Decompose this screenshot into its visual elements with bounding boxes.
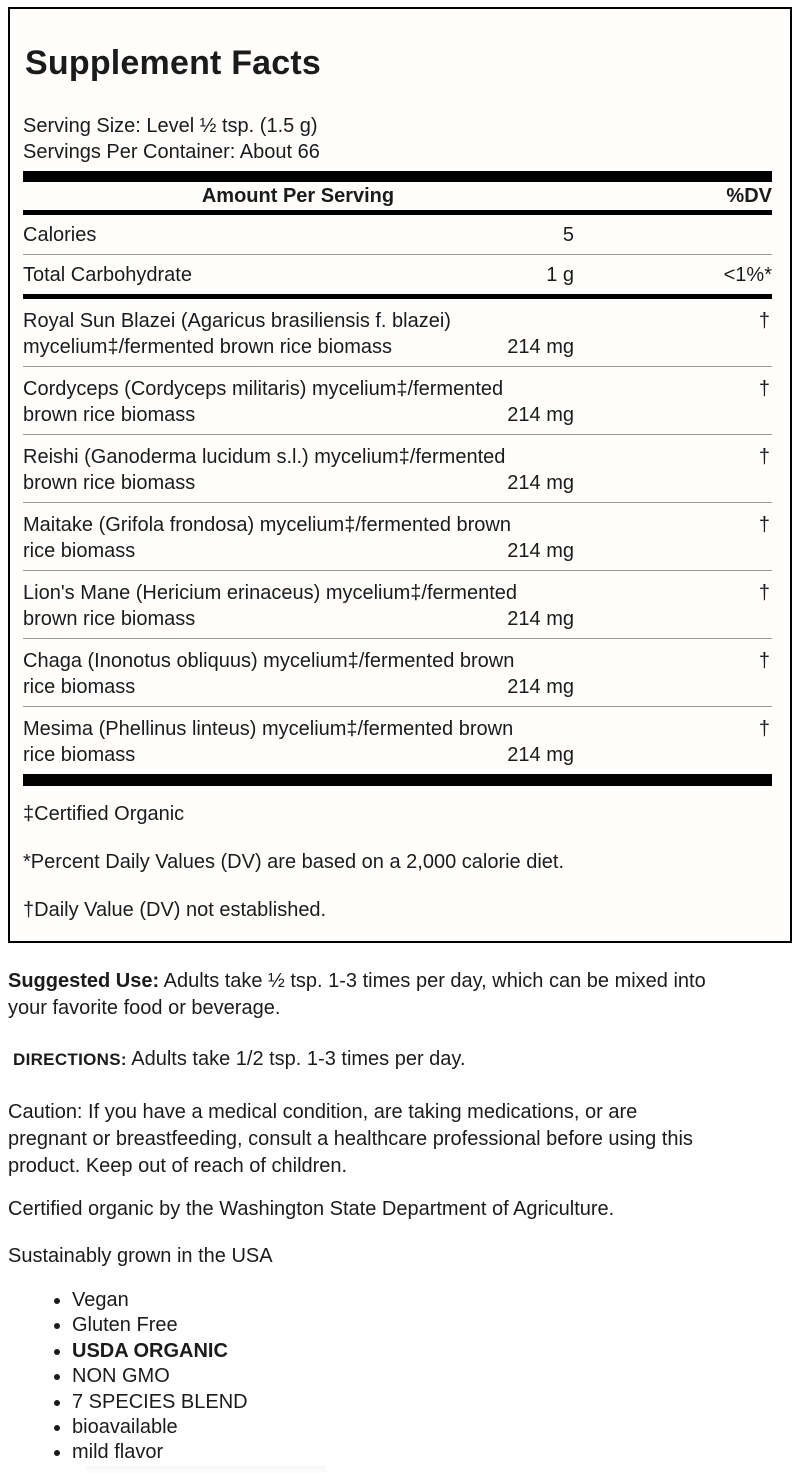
divider-above-ingredients [23,294,772,299]
table-row-royal-sun-blazei: Royal Sun Blazei (Agaricus brasiliensis … [23,299,772,366]
table-row-mesima: Mesima (Phellinus linteus) mycelium‡/fer… [23,707,772,774]
nutrient-amount: 1 g [546,264,574,286]
divider-thick-top [23,171,772,182]
dagger-symbol: † [758,378,770,400]
ingredient-amount: 214 mg [507,336,574,358]
feature-bullet-list: Vegan Gluten Free USDA ORGANIC NON GMO 7… [8,1288,792,1466]
certified-organic-statement: Certified organic by the Washington Stat… [8,1198,615,1220]
divider-thick-bottom [23,774,772,786]
dagger-symbol: † [758,582,770,604]
table-row-reishi: Reishi (Ganoderma lucidum s.l.) mycelium… [23,435,772,502]
divider-thin [23,502,772,503]
caution-line2: pregnant or breastfeeding, consult a hea… [8,1128,693,1150]
footnote-certified-organic: ‡Certified Organic [23,803,185,825]
list-item-mild-flavor: mild flavor [72,1440,792,1465]
table-row-chaga: Chaga (Inonotus obliquus) mycelium‡/ferm… [23,639,772,706]
divider-under-header [23,210,772,215]
nutrient-dv: <1%* [723,264,772,286]
footnote-dv-basis: *Percent Daily Values (DV) are based on … [23,851,565,873]
table-header-row: Amount Per Serving %DV [23,182,772,210]
ingredient-amount: 214 mg [507,404,574,426]
divider-thin [23,366,772,367]
ingredient-name-line2: rice biomass [23,676,136,698]
list-item-bioavailable: bioavailable [72,1415,792,1440]
divider-thin [23,254,772,255]
sustainably-grown-statement: Sustainably grown in the USA [8,1245,273,1267]
ingredient-name-line1: Lion's Mane (Hericium erinaceus) myceliu… [23,582,518,604]
table-row-maitake: Maitake (Grifola frondosa) mycelium‡/fer… [23,503,772,570]
amount-per-serving-header: Amount Per Serving [201,185,395,207]
ingredient-amount: 214 mg [507,744,574,766]
nutrient-name: Total Carbohydrate [23,264,192,286]
ingredient-name-line1: Chaga (Inonotus obliquus) mycelium‡/ferm… [23,650,515,672]
suggested-use-paragraph: Suggested Use: Adults take ½ tsp. 1-3 ti… [8,968,792,1022]
divider-thin [23,706,772,707]
divider-thin [23,638,772,639]
nutrient-amount: 5 [562,224,574,246]
ingredient-name-line2: brown rice biomass [23,608,196,630]
dagger-symbol: † [758,310,770,332]
table-row-lions-mane: Lion's Mane (Hericium erinaceus) myceliu… [23,571,772,638]
list-item-species-blend: 7 SPECIES BLEND [72,1390,792,1415]
dagger-symbol: † [758,650,770,672]
servings-per-container-line: Servings Per Container: About 66 [23,141,320,163]
serving-size-line: Serving Size: Level ½ tsp. (1.5 g) [23,115,318,137]
caution-line1: Caution: If you have a medical condition… [8,1101,638,1123]
dagger-symbol: † [758,446,770,468]
ingredient-name-line1: Reishi (Ganoderma lucidum s.l.) mycelium… [23,446,506,468]
supplement-facts-panel: Supplement Facts Serving Size: Level ½ t… [8,7,792,943]
ingredient-name-line1: Mesima (Phellinus linteus) mycelium‡/fer… [23,718,514,740]
ingredient-name-line1: Cordyceps (Cordyceps militaris) mycelium… [23,378,504,400]
list-item-gluten-free: Gluten Free [72,1313,792,1338]
dagger-symbol: † [758,514,770,536]
ingredient-name-line2: brown rice biomass [23,404,196,426]
suggested-use-label: Suggested Use: [8,970,160,992]
footnote-dv-not-established: †Daily Value (DV) not established. [23,899,327,921]
label-body-text: Suggested Use: Adults take ½ tsp. 1-3 ti… [8,968,792,1466]
ingredient-amount: 214 mg [507,608,574,630]
ingredient-name-line2: rice biomass [23,540,136,562]
ingredient-amount: 214 mg [507,676,574,698]
ingredient-name-line1: Royal Sun Blazei (Agaricus brasiliensis … [23,310,451,332]
cropped-next-line-fragment [86,1466,326,1473]
caution-paragraph: Caution: If you have a medical condition… [8,1099,792,1180]
directions-paragraph: DIRECTIONS: Adults take 1/2 tsp. 1-3 tim… [8,1046,792,1073]
nutrient-name: Calories [23,224,97,246]
ingredient-amount: 214 mg [507,472,574,494]
percent-dv-header: %DV [726,185,772,207]
caution-line3: product. Keep out of reach of children. [8,1155,348,1177]
ingredient-amount: 214 mg [507,540,574,562]
list-item-vegan: Vegan [72,1288,792,1313]
dagger-symbol: † [758,718,770,740]
list-item-usda-organic: USDA ORGANIC [72,1339,792,1364]
ingredient-name-line2: rice biomass [23,744,136,766]
ingredient-name-line2: mycelium‡/fermented brown rice biomass [23,336,393,358]
table-row-carbohydrate: Total Carbohydrate 1 g <1%* [23,255,772,294]
serving-info: Serving Size: Level ½ tsp. (1.5 g) Servi… [23,113,772,165]
divider-thin [23,570,772,571]
directions-text: Adults take 1/2 tsp. 1-3 times per day. [126,1048,466,1070]
directions-label: DIRECTIONS: [13,1050,127,1069]
panel-title: Supplement Facts [25,44,322,82]
suggested-use-text-line2: your favorite food or beverage. [8,997,281,1019]
table-row-cordyceps: Cordyceps (Cordyceps militaris) mycelium… [23,367,772,434]
ingredient-name-line2: brown rice biomass [23,472,196,494]
table-row-calories: Calories 5 [23,215,772,254]
divider-thin [23,434,772,435]
suggested-use-text-line1: Adults take ½ tsp. 1-3 times per day, wh… [159,970,706,992]
ingredient-name-line1: Maitake (Grifola frondosa) mycelium‡/fer… [23,514,511,536]
list-item-non-gmo: NON GMO [72,1364,792,1389]
